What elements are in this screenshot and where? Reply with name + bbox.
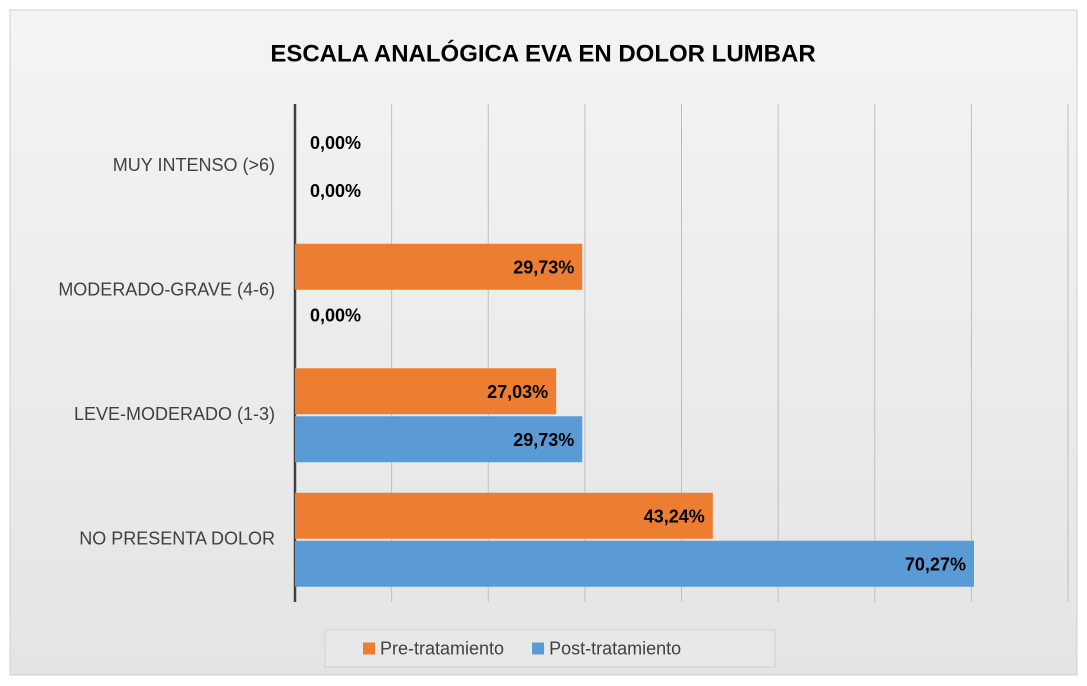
data-label: 29,73% bbox=[513, 258, 574, 278]
chart-title: ESCALA ANALÓGICA EVA EN DOLOR LUMBAR bbox=[270, 39, 815, 67]
legend-swatch bbox=[532, 642, 545, 655]
legend-box bbox=[324, 629, 776, 668]
data-label: 29,73% bbox=[513, 430, 574, 450]
data-label: 27,03% bbox=[487, 382, 548, 402]
bar bbox=[295, 416, 583, 463]
y-tick-label: MUY INTENSO (>6) bbox=[113, 155, 275, 175]
legend-swatch bbox=[363, 642, 375, 655]
y-tick-label: LEVE-MODERADO (1-3) bbox=[74, 404, 275, 424]
bar bbox=[295, 243, 583, 290]
bar bbox=[295, 368, 557, 415]
data-label: 0,00% bbox=[310, 133, 361, 153]
y-tick-label: NO PRESENTA DOLOR bbox=[79, 529, 275, 549]
data-label: 43,24% bbox=[644, 507, 705, 527]
data-label: 0,00% bbox=[310, 306, 361, 326]
bar bbox=[295, 492, 713, 539]
data-label: 70,27% bbox=[905, 555, 966, 575]
legend-label: Post-tratamiento bbox=[549, 638, 681, 658]
data-label: 0,00% bbox=[310, 181, 361, 201]
bar bbox=[295, 540, 974, 587]
y-tick-label: MODERADO-GRAVE (4-6) bbox=[58, 280, 275, 300]
legend-label: Pre-tratamiento bbox=[380, 638, 504, 658]
